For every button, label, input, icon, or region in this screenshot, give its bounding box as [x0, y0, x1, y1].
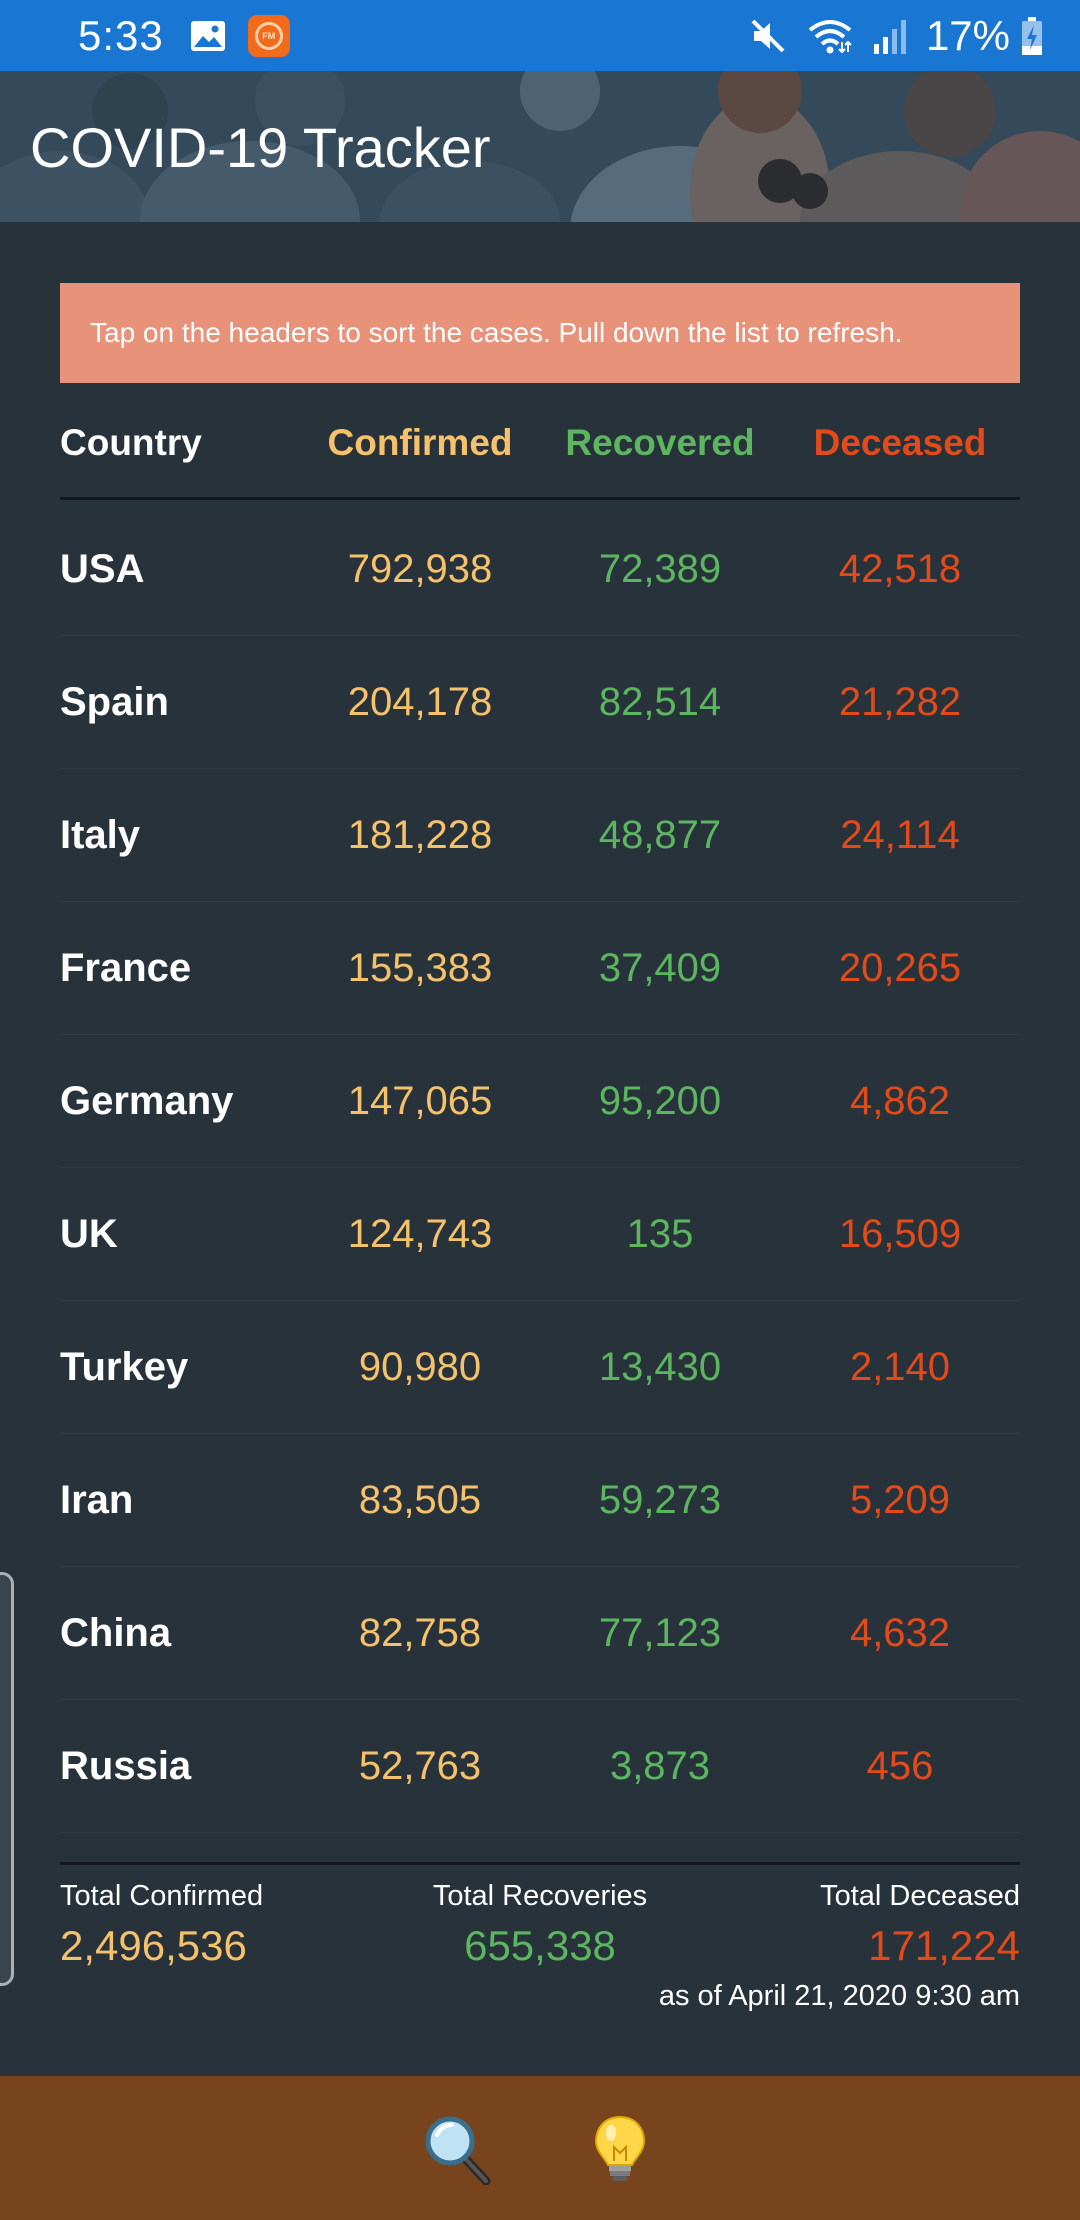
last-updated-text: as of April 21, 2020 9:30 am: [658, 1980, 1020, 2012]
recovered-count: 135: [626, 1212, 694, 1256]
total-recoveries-value: 655,338: [464, 1922, 616, 1969]
recovered-count: 82,514: [598, 680, 722, 724]
confirmed-count: 124,743: [347, 1212, 493, 1256]
bottom-toolbar: [0, 2076, 1080, 2220]
country-name: Spain: [60, 680, 169, 724]
recovered-count: 77,123: [598, 1611, 722, 1655]
status-bar: 5:33 FM: [0, 0, 1080, 71]
battery-percent: 17%: [925, 11, 1010, 59]
recovered-count: 59,273: [598, 1478, 722, 1522]
confirmed-count: 90,980: [358, 1345, 482, 1389]
recovered-count: 72,389: [598, 547, 722, 591]
total-confirmed-label: Total Confirmed: [60, 1880, 264, 1912]
country-name: UK: [60, 1212, 118, 1256]
recovered-count: 3,873: [609, 1744, 711, 1788]
wifi-icon: [808, 19, 852, 53]
info-banner: Tap on the headers to sort the cases. Pu…: [60, 283, 1020, 383]
edge-panel-handle[interactable]: [0, 1572, 14, 1986]
battery-charging-icon: [1022, 16, 1042, 55]
deceased-count: 42,518: [838, 547, 962, 591]
people-illustration: [0, 71, 1080, 222]
country-name: Germany: [60, 1079, 234, 1123]
recovered-count: 48,877: [598, 813, 722, 857]
table-row[interactable]: Russia 52,763 3,873 456: [60, 1700, 1020, 1833]
total-recoveries-label: Total Recoveries: [432, 1880, 648, 1912]
info-banner-text: Tap on the headers to sort the cases. Pu…: [90, 317, 903, 348]
country-name: China: [60, 1611, 172, 1655]
country-list[interactable]: USA 792,938 72,389 42,518 Spain 204,178 …: [60, 503, 1020, 1833]
radio-fm-icon: FM: [247, 14, 290, 57]
confirmed-count: 204,178: [347, 680, 493, 724]
total-deceased-label: Total Deceased: [820, 1880, 1020, 1912]
table-row[interactable]: France 155,383 37,409 20,265: [60, 902, 1020, 1035]
deceased-count: 24,114: [840, 813, 960, 857]
deceased-count: 16,509: [838, 1212, 962, 1256]
confirmed-count: 82,758: [358, 1611, 482, 1655]
image-icon: [190, 20, 225, 51]
confirmed-count: 155,383: [347, 946, 493, 990]
deceased-count: 2,140: [849, 1345, 951, 1389]
table-header: Country Confirmed Recovered Deceased: [60, 400, 1020, 500]
table-row[interactable]: China 82,758 77,123 4,632: [60, 1567, 1020, 1700]
total-deceased-value: 171,224: [868, 1922, 1020, 1969]
magnifying-glass-icon[interactable]: [422, 2113, 494, 2185]
table-row[interactable]: Iran 83,505 59,273 5,209: [60, 1434, 1020, 1567]
country-name: Iran: [60, 1478, 134, 1522]
status-time: 5:33: [78, 11, 164, 59]
table-row[interactable]: USA 792,938 72,389 42,518: [60, 503, 1020, 636]
confirmed-count: 52,763: [358, 1744, 482, 1788]
app-header: COVID-19 Tracker: [0, 71, 1080, 222]
confirmed-count: 792,938: [347, 547, 493, 591]
confirmed-count: 181,228: [347, 813, 493, 857]
recovered-count: 37,409: [598, 946, 722, 990]
country-name: Turkey: [60, 1345, 189, 1389]
totals-divider: [60, 1862, 1020, 1865]
country-name: France: [60, 946, 192, 990]
header-country[interactable]: Country: [60, 422, 202, 463]
confirmed-count: 83,505: [358, 1478, 482, 1522]
deceased-count: 4,632: [849, 1611, 951, 1655]
table-row[interactable]: Italy 181,228 48,877 24,114: [60, 769, 1020, 902]
recovered-count: 95,200: [598, 1079, 722, 1123]
mute-icon: [751, 19, 785, 52]
recovered-count: 13,430: [598, 1345, 722, 1389]
table-row[interactable]: Spain 204,178 82,514 21,282: [60, 636, 1020, 769]
total-confirmed-value: 2,496,536: [60, 1922, 247, 1969]
light-bulb-icon[interactable]: [584, 2113, 656, 2185]
deceased-count: 4,862: [849, 1079, 951, 1123]
deceased-count: 456: [866, 1744, 934, 1788]
confirmed-count: 147,065: [347, 1079, 493, 1123]
table-row[interactable]: UK 124,743 135 16,509: [60, 1168, 1020, 1301]
deceased-count: 21,282: [838, 680, 962, 724]
country-name: Russia: [60, 1744, 192, 1788]
table-row[interactable]: Turkey 90,980 13,430 2,140: [60, 1301, 1020, 1434]
deceased-count: 5,209: [849, 1478, 951, 1522]
country-name: USA: [60, 547, 145, 591]
table-row[interactable]: Germany 147,065 95,200 4,862: [60, 1035, 1020, 1168]
signal-icon: [873, 19, 906, 54]
page-title: COVID-19 Tracker: [30, 116, 491, 179]
deceased-count: 20,265: [838, 946, 962, 990]
country-name: Italy: [60, 813, 141, 857]
